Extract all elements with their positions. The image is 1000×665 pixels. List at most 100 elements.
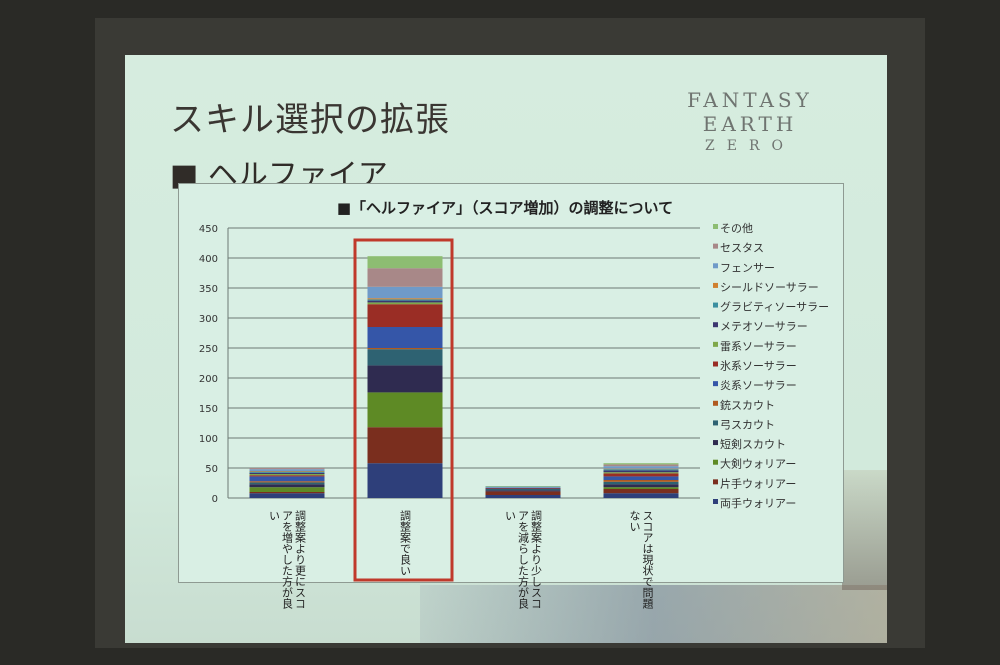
bar-segment xyxy=(603,466,679,469)
legend-swatch xyxy=(713,361,718,367)
legend-swatch xyxy=(713,381,718,387)
bar-segment xyxy=(249,492,325,494)
bar-segment xyxy=(485,486,561,488)
legend-swatch xyxy=(713,420,718,426)
legend-swatch xyxy=(713,499,718,504)
bar-segment xyxy=(485,486,561,487)
bar-segment xyxy=(367,392,443,428)
bar-segment xyxy=(485,487,561,489)
y-tick-label: 150 xyxy=(199,404,218,415)
category-label: 調整案より少しスコ xyxy=(530,509,543,609)
bar-segment xyxy=(603,468,679,470)
y-tick-label: 200 xyxy=(199,374,218,385)
bar-segment xyxy=(603,481,679,485)
legend-swatch xyxy=(713,341,718,347)
legend-label: 大剣ウォリアー xyxy=(720,457,796,471)
legend-label: 銃スカウト xyxy=(720,398,775,412)
bar-segment xyxy=(367,300,443,303)
bar-segment xyxy=(603,493,679,498)
bar-segment xyxy=(367,463,443,498)
legend-swatch xyxy=(713,282,718,288)
legend-label: 雷系ソーサラー xyxy=(720,340,797,353)
bar-segment xyxy=(367,298,443,300)
bar-segment xyxy=(367,427,443,464)
legend-label: セスタス xyxy=(720,242,764,255)
bar-segment xyxy=(485,490,561,492)
legend-label: シールドソーサラー xyxy=(720,281,819,294)
game-artwork-character xyxy=(842,470,887,590)
legend-swatch xyxy=(713,224,718,229)
bar-segment xyxy=(603,489,679,494)
category-label: ない xyxy=(628,510,641,532)
chart-frame xyxy=(178,183,844,583)
legend-label: 短剣スカウト xyxy=(720,437,786,451)
bar-segment xyxy=(367,286,443,299)
bar-segment xyxy=(249,476,325,482)
bar-segment xyxy=(249,471,325,472)
bar-segment xyxy=(603,470,679,473)
legend-label: メテオソーサラー xyxy=(720,320,808,333)
legend-label: 炎系ソーサラー xyxy=(720,379,797,392)
legend-swatch xyxy=(713,302,718,308)
legend-label: 弓スカウト xyxy=(720,418,775,431)
category-label: 調整案より更にスコ xyxy=(294,509,307,609)
legend-swatch xyxy=(713,263,718,269)
bar-segment xyxy=(249,472,325,474)
highlight-box xyxy=(353,238,454,582)
bar-segment xyxy=(367,302,443,305)
legend-label: 氷系ソーサラー xyxy=(720,360,797,373)
bar-segment xyxy=(603,480,679,482)
bar-segment xyxy=(249,469,325,471)
legend-swatch xyxy=(713,400,718,406)
y-tick-label: 400 xyxy=(199,254,218,265)
category-label: アを減らした方が良 xyxy=(517,510,530,610)
category-label: い xyxy=(504,510,517,521)
bar-segment xyxy=(367,365,443,393)
bar-segment xyxy=(367,327,443,348)
y-tick-label: 300 xyxy=(199,314,218,325)
y-tick-label: 50 xyxy=(205,464,218,475)
legend-label: その他 xyxy=(720,222,753,235)
category-label: い xyxy=(268,510,281,521)
legend-swatch xyxy=(713,459,718,465)
game-artwork xyxy=(420,585,887,643)
legend-swatch xyxy=(713,243,718,249)
bar-segment xyxy=(249,475,325,477)
legend-swatch xyxy=(713,322,718,328)
bar-segment xyxy=(249,474,325,476)
category-label: スコアは現状で問題 xyxy=(641,510,654,610)
y-tick-label: 350 xyxy=(199,284,218,295)
bar-segment xyxy=(603,472,679,474)
bar-segment xyxy=(367,299,443,301)
chart-title: ■「ヘルファイア」（スコア増加）の調整について xyxy=(337,199,673,217)
bar-segment xyxy=(367,348,443,350)
bar-segment xyxy=(249,481,325,483)
bar-segment xyxy=(249,493,325,498)
bar-segment xyxy=(485,489,561,491)
legend-swatch xyxy=(713,440,718,446)
bar-segment xyxy=(485,495,561,498)
y-tick-label: 250 xyxy=(199,344,218,355)
bar-segment xyxy=(603,484,679,488)
logo-text: FANTASY EARTH xyxy=(687,88,813,136)
bar-segment xyxy=(603,463,679,465)
category-label: 調整案で良い xyxy=(399,509,412,576)
bar-segment xyxy=(249,471,325,473)
bar-segment xyxy=(485,491,561,495)
bar-segment xyxy=(249,468,325,470)
bar-segment xyxy=(603,469,679,471)
bar-segment xyxy=(367,256,443,269)
bar-segment xyxy=(367,349,443,366)
bar-segment xyxy=(603,464,679,467)
legend-label: グラビティソーサラー xyxy=(720,300,829,314)
category-label: アを増やした方が良 xyxy=(281,510,294,610)
bar-segment xyxy=(249,482,325,485)
legend-label: 片手ウォリアー xyxy=(720,476,796,490)
bar-segment xyxy=(367,304,443,327)
bar-segment xyxy=(603,473,679,477)
bar-segment xyxy=(485,488,561,489)
y-tick-label: 0 xyxy=(212,494,218,505)
bar-segment xyxy=(249,484,325,488)
bar-segment xyxy=(367,268,443,287)
legend-swatch xyxy=(713,479,718,485)
